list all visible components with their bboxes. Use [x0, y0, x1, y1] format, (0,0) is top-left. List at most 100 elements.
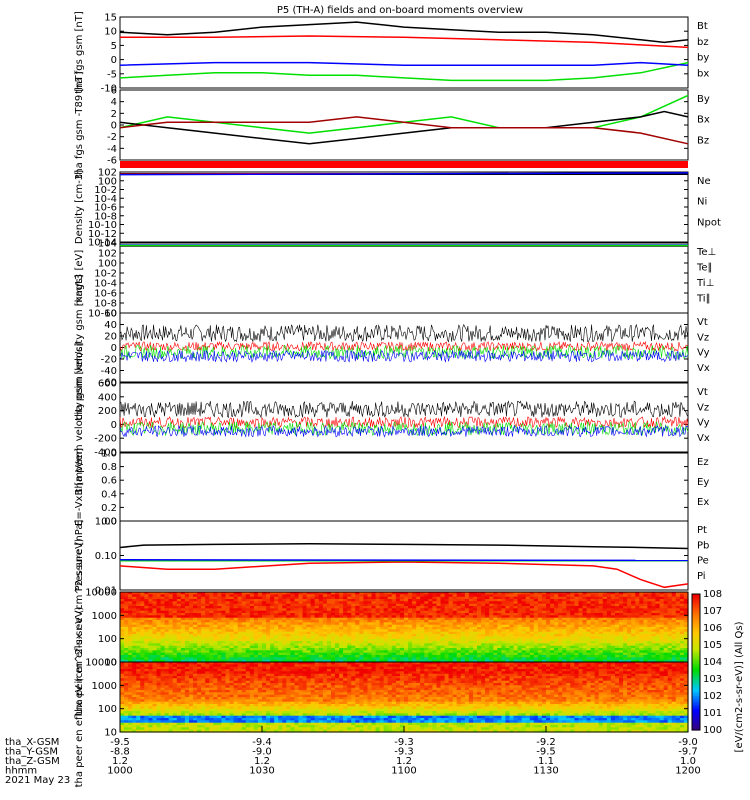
spectrogram-cell: [180, 601, 186, 605]
spectrogram-cell: [537, 615, 543, 619]
y-tick-label: -4: [107, 144, 117, 155]
spectrogram-cell: [331, 659, 336, 663]
spectrogram-cell: [643, 657, 649, 661]
spectrogram-cell: [249, 594, 255, 598]
spectrogram-cell: [197, 601, 202, 605]
spectrogram-cell: [586, 622, 592, 626]
spectrogram-cell: [144, 622, 149, 626]
spectrogram-cell: [286, 620, 291, 623]
spectrogram-cell: [659, 655, 665, 658]
spectrogram-cell: [525, 592, 531, 595]
spectrogram-cell: [290, 601, 296, 605]
panel-frame: [119, 171, 689, 243]
spectrogram-cell: [189, 645, 194, 649]
spectrogram-cell: [485, 592, 490, 595]
spectrogram-cell: [237, 636, 243, 640]
spectrogram-cell: [387, 629, 393, 633]
spectrogram-cell: [391, 645, 397, 649]
spectrogram-cell: [168, 687, 174, 691]
spectrogram-cell: [209, 643, 214, 647]
spectrogram-cell: [184, 631, 190, 635]
spectrogram-cell: [136, 636, 141, 640]
spectrogram-cell: [172, 652, 178, 656]
spectrogram-cell: [168, 645, 174, 649]
spectrogram-cell: [371, 601, 377, 605]
spectrogram-cell: [359, 641, 365, 644]
spectrogram-cell: [168, 620, 174, 623]
spectrogram-cell: [404, 594, 409, 598]
spectrogram-cell: [631, 617, 636, 621]
spectrogram-cell: [152, 615, 158, 619]
spectrogram-cell: [635, 650, 640, 654]
spectrogram-cell: [448, 643, 454, 647]
spectrogram-cell: [517, 603, 523, 607]
spectrogram-cell: [570, 599, 575, 602]
spectrogram-cell: [631, 645, 636, 649]
spectrogram-cell: [237, 620, 243, 623]
spectrogram-cell: [529, 659, 535, 663]
spectrogram-cell: [363, 650, 369, 654]
panel-3: 10210010-210-410-610-810-1010-1210-14Den…: [74, 168, 721, 249]
spectrogram-cell: [217, 594, 223, 598]
spectrogram-cell: [339, 601, 344, 605]
spectrogram-cell: [408, 648, 413, 651]
spectrogram-cell: [249, 620, 255, 623]
spectrogram-cell: [513, 659, 519, 663]
spectrogram-cell: [180, 720, 186, 724]
spectrogram-cell: [598, 627, 604, 630]
spectrogram-cell: [156, 676, 162, 679]
spectrogram-cell: [651, 634, 657, 637]
spectrogram-cell: [278, 617, 283, 621]
spectrogram-cell: [416, 592, 421, 595]
spectrogram-cell: [351, 613, 356, 616]
spectrogram-cell: [606, 594, 612, 598]
spectrogram-cell: [602, 599, 608, 602]
spectrogram-cell: [399, 596, 405, 600]
spectrogram-cell: [416, 622, 421, 626]
spectrogram-cell: [270, 606, 275, 609]
spectrogram-cell: [594, 613, 600, 616]
spectrogram-cell: [659, 624, 665, 628]
spectrogram-cell: [509, 594, 515, 598]
spectrogram-cell: [184, 627, 190, 630]
spectrogram-cell: [156, 701, 162, 705]
spectrogram-cell: [440, 610, 446, 614]
spectrogram-cell: [294, 634, 300, 637]
spectrogram-cell: [343, 627, 348, 630]
spectrogram-cell: [213, 624, 218, 628]
spectrogram-cell: [399, 624, 405, 628]
spectrogram-cell: [172, 627, 178, 630]
spectrogram-cell: [383, 634, 389, 637]
spectrogram-cell: [598, 596, 604, 600]
spectrogram-cell: [412, 648, 417, 651]
spectrogram-cell: [205, 643, 210, 647]
spectrogram-cell: [537, 603, 543, 607]
spectrogram-cell: [606, 606, 612, 609]
spectrogram-cell: [448, 652, 454, 656]
spectrogram-cell: [278, 610, 283, 614]
spectrogram-cell: [391, 629, 397, 633]
spectrogram-cell: [639, 603, 644, 607]
spectrogram-cell: [655, 650, 661, 654]
spectrogram-cell: [371, 648, 377, 651]
spectrogram-cell: [132, 645, 137, 649]
spectrogram-cell: [468, 659, 474, 663]
legend-entry: Vx: [697, 433, 710, 444]
spectrogram-cell: [639, 643, 644, 647]
spectrogram-cell: [335, 599, 340, 602]
spectrogram-cell: [120, 622, 125, 626]
spectrogram-cell: [339, 659, 344, 663]
spectrogram-cell: [217, 645, 223, 649]
spectrogram-cell: [278, 650, 283, 654]
spectrogram-cell: [501, 643, 507, 647]
spectrogram-cell: [651, 641, 657, 644]
spectrogram-cell: [509, 634, 515, 637]
spectrogram-cell: [412, 622, 417, 626]
spectrogram-cell: [221, 617, 227, 621]
spectrogram-cell: [278, 594, 283, 598]
spectrogram-cell: [278, 648, 283, 651]
spectrogram-cell: [294, 617, 300, 621]
spectrogram-cell: [193, 608, 198, 612]
spectrogram-cell: [533, 643, 539, 647]
spectrogram-cell: [168, 729, 174, 733]
